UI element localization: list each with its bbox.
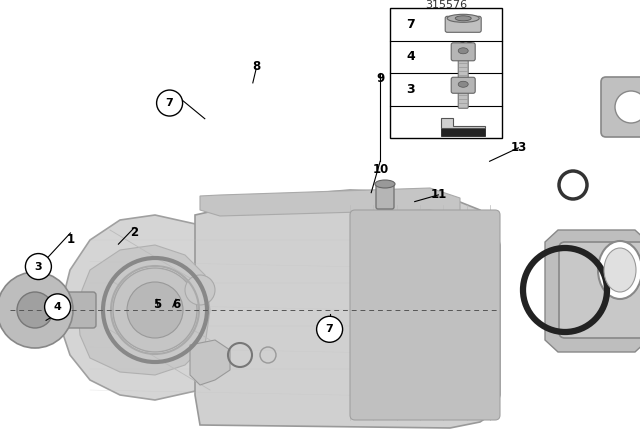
Text: 1: 1: [67, 233, 74, 246]
FancyBboxPatch shape: [458, 90, 468, 108]
Ellipse shape: [375, 180, 395, 188]
Polygon shape: [60, 215, 235, 400]
Text: 7: 7: [406, 18, 415, 31]
Text: 6: 6: [172, 298, 180, 311]
Text: 9: 9: [377, 72, 385, 85]
Polygon shape: [190, 340, 230, 385]
Text: 3: 3: [406, 83, 415, 96]
FancyBboxPatch shape: [445, 16, 481, 32]
FancyBboxPatch shape: [451, 77, 475, 93]
FancyBboxPatch shape: [601, 77, 640, 137]
FancyBboxPatch shape: [350, 210, 500, 420]
Text: 4: 4: [406, 50, 415, 63]
Circle shape: [0, 272, 73, 348]
Text: 7: 7: [166, 98, 173, 108]
Circle shape: [45, 294, 70, 320]
Text: 12: 12: [459, 40, 476, 54]
Circle shape: [317, 316, 342, 342]
FancyBboxPatch shape: [390, 8, 502, 138]
Circle shape: [17, 292, 53, 328]
Text: 8: 8: [252, 60, 260, 73]
Polygon shape: [195, 190, 500, 428]
FancyBboxPatch shape: [25, 292, 96, 328]
Ellipse shape: [458, 48, 468, 54]
Ellipse shape: [458, 81, 468, 87]
Ellipse shape: [455, 16, 471, 21]
Text: 7: 7: [326, 324, 333, 334]
Circle shape: [26, 254, 51, 280]
Circle shape: [185, 275, 215, 305]
Text: 10: 10: [372, 163, 389, 176]
Polygon shape: [78, 245, 210, 375]
Ellipse shape: [115, 265, 195, 355]
Text: 13: 13: [510, 141, 527, 155]
Circle shape: [615, 91, 640, 123]
FancyBboxPatch shape: [559, 242, 640, 338]
FancyBboxPatch shape: [441, 128, 485, 136]
Text: 5: 5: [153, 298, 161, 311]
Polygon shape: [545, 230, 640, 352]
Polygon shape: [441, 118, 485, 128]
FancyBboxPatch shape: [451, 43, 475, 61]
Ellipse shape: [604, 248, 636, 292]
Text: 4: 4: [54, 302, 61, 312]
Text: 315576: 315576: [426, 0, 467, 10]
Ellipse shape: [598, 241, 640, 299]
Polygon shape: [200, 188, 460, 216]
Circle shape: [157, 90, 182, 116]
Text: 2: 2: [131, 226, 138, 240]
FancyBboxPatch shape: [376, 183, 394, 209]
Circle shape: [113, 268, 197, 352]
Text: 11: 11: [430, 188, 447, 202]
FancyBboxPatch shape: [458, 58, 468, 82]
Text: 3: 3: [35, 262, 42, 271]
Ellipse shape: [447, 14, 479, 22]
Circle shape: [127, 282, 183, 338]
